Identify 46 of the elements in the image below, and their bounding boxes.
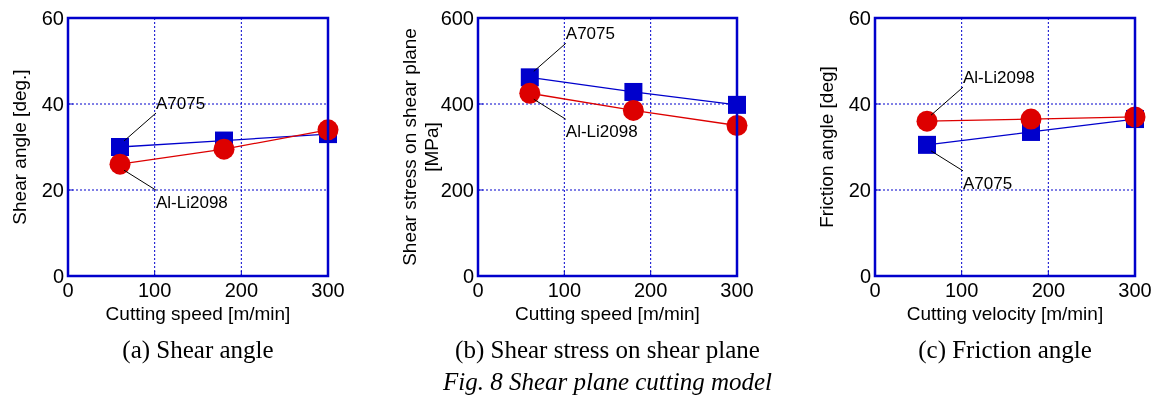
point bbox=[918, 135, 936, 154]
y-tick-label: 60 bbox=[41, 7, 64, 29]
point bbox=[622, 99, 644, 121]
x-tick-label: 300 bbox=[1118, 279, 1152, 301]
y-tick-label: 200 bbox=[440, 179, 474, 201]
x-axis-title: Cutting speed [m/min] bbox=[515, 303, 700, 324]
text: (a) Shear angle bbox=[122, 336, 274, 364]
y-tick-label: 400 bbox=[440, 93, 474, 115]
y-tick-label: 40 bbox=[848, 93, 871, 115]
series-label: Al-Li2098 bbox=[565, 122, 638, 142]
y-tick-label: 20 bbox=[848, 179, 871, 201]
x-tick-label: 100 bbox=[944, 279, 979, 301]
point bbox=[519, 82, 541, 104]
point bbox=[109, 153, 131, 175]
x-tick-label: 200 bbox=[224, 279, 259, 301]
x-axis-title: Cutting velocity [m/min] bbox=[906, 303, 1104, 324]
x-tick-label: 200 bbox=[633, 279, 668, 301]
series-label: A7075 bbox=[963, 173, 1013, 193]
series-label: A7075 bbox=[156, 94, 206, 113]
caption: Fig. 8 Shear plane cutting model bbox=[441, 368, 773, 395]
x-tick-label: 100 bbox=[547, 279, 582, 301]
x-axis-title: Cutting speed [m/min] bbox=[105, 303, 291, 324]
y-tick-label: 40 bbox=[41, 93, 64, 115]
x-tick-label: 200 bbox=[1031, 279, 1066, 301]
point bbox=[624, 82, 643, 101]
y-axis-title: Shear stress on shear plane [MPa] bbox=[399, 28, 442, 266]
text: (c) Friction angle bbox=[918, 336, 1092, 364]
y-tick-label: 60 bbox=[848, 7, 871, 29]
text: (b) Shear stress on shear plane bbox=[455, 336, 760, 364]
y-tick-label: 600 bbox=[440, 7, 474, 29]
series-label: Al-Li2098 bbox=[156, 193, 228, 213]
text: A7075 bbox=[565, 24, 615, 44]
x-tick-label: 300 bbox=[311, 279, 345, 301]
point bbox=[111, 138, 129, 156]
y-axis-title: Shear angle [deg.] bbox=[9, 69, 30, 225]
y-tick-label: 0 bbox=[52, 265, 64, 287]
x-tick-label: 300 bbox=[720, 279, 754, 301]
y-tick-label: 20 bbox=[41, 179, 64, 201]
y-tick-label: 0 bbox=[462, 265, 474, 287]
y-axis-title: Friction angle [deg] bbox=[816, 66, 837, 228]
y-tick-label: 0 bbox=[859, 265, 871, 287]
point bbox=[916, 110, 938, 132]
point bbox=[213, 138, 235, 160]
series-label: Al-Li2098 bbox=[963, 68, 1035, 88]
x-tick-label: 100 bbox=[137, 279, 172, 301]
point bbox=[1020, 108, 1042, 130]
